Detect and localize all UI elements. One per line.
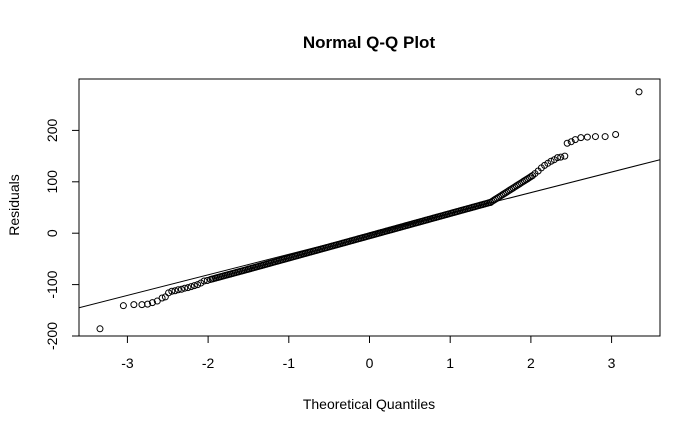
x-tick-label: 3 <box>608 355 616 371</box>
data-point <box>557 153 565 161</box>
data-point <box>563 139 571 147</box>
x-tick-label: 1 <box>446 355 454 371</box>
data-point <box>96 325 104 333</box>
data-point <box>153 297 161 305</box>
x-tick-label: -1 <box>283 355 296 371</box>
data-point <box>612 131 620 139</box>
plot-frame <box>78 78 661 337</box>
data-point <box>567 138 575 146</box>
x-tick-label: 2 <box>527 355 535 371</box>
data-point <box>200 277 208 285</box>
y-tick-label: 100 <box>44 170 60 194</box>
y-axis-title: Residuals <box>6 174 22 235</box>
data-point <box>119 302 127 310</box>
data-point <box>184 284 192 292</box>
data-point <box>190 282 198 290</box>
data-point <box>635 88 643 96</box>
x-axis-title: Theoretical Quantiles <box>303 396 435 412</box>
data-point <box>165 289 173 297</box>
data-point <box>583 133 591 141</box>
y-tick-label: -100 <box>44 270 60 298</box>
y-tick-label: 200 <box>44 119 60 143</box>
data-point <box>144 300 152 308</box>
plot-area: -3 -2 -1 0 1 2 3 -200 -100 0 100 200 <box>44 78 661 371</box>
data-point <box>181 284 189 292</box>
data-point <box>547 157 555 165</box>
data-point <box>577 134 585 142</box>
x-tick-label: 0 <box>366 355 374 371</box>
x-tick-label: -2 <box>202 355 215 371</box>
x-tick-label: -3 <box>121 355 134 371</box>
data-point <box>561 152 569 160</box>
y-tick-label: 0 <box>44 229 60 237</box>
y-tick-label: -200 <box>44 322 60 350</box>
data-point <box>171 287 179 295</box>
data-point <box>601 133 609 141</box>
data-point <box>194 281 202 289</box>
data-point <box>591 133 599 141</box>
data-point <box>148 299 156 307</box>
data-point <box>187 283 195 291</box>
data-point <box>203 276 211 284</box>
data-point <box>130 301 138 309</box>
data-point <box>138 301 146 309</box>
chart-title: Normal Q-Q Plot <box>303 33 436 52</box>
data-point <box>168 287 176 295</box>
data-point <box>177 285 185 293</box>
data-point <box>174 286 182 294</box>
data-point <box>158 294 166 302</box>
data-point <box>554 154 562 162</box>
